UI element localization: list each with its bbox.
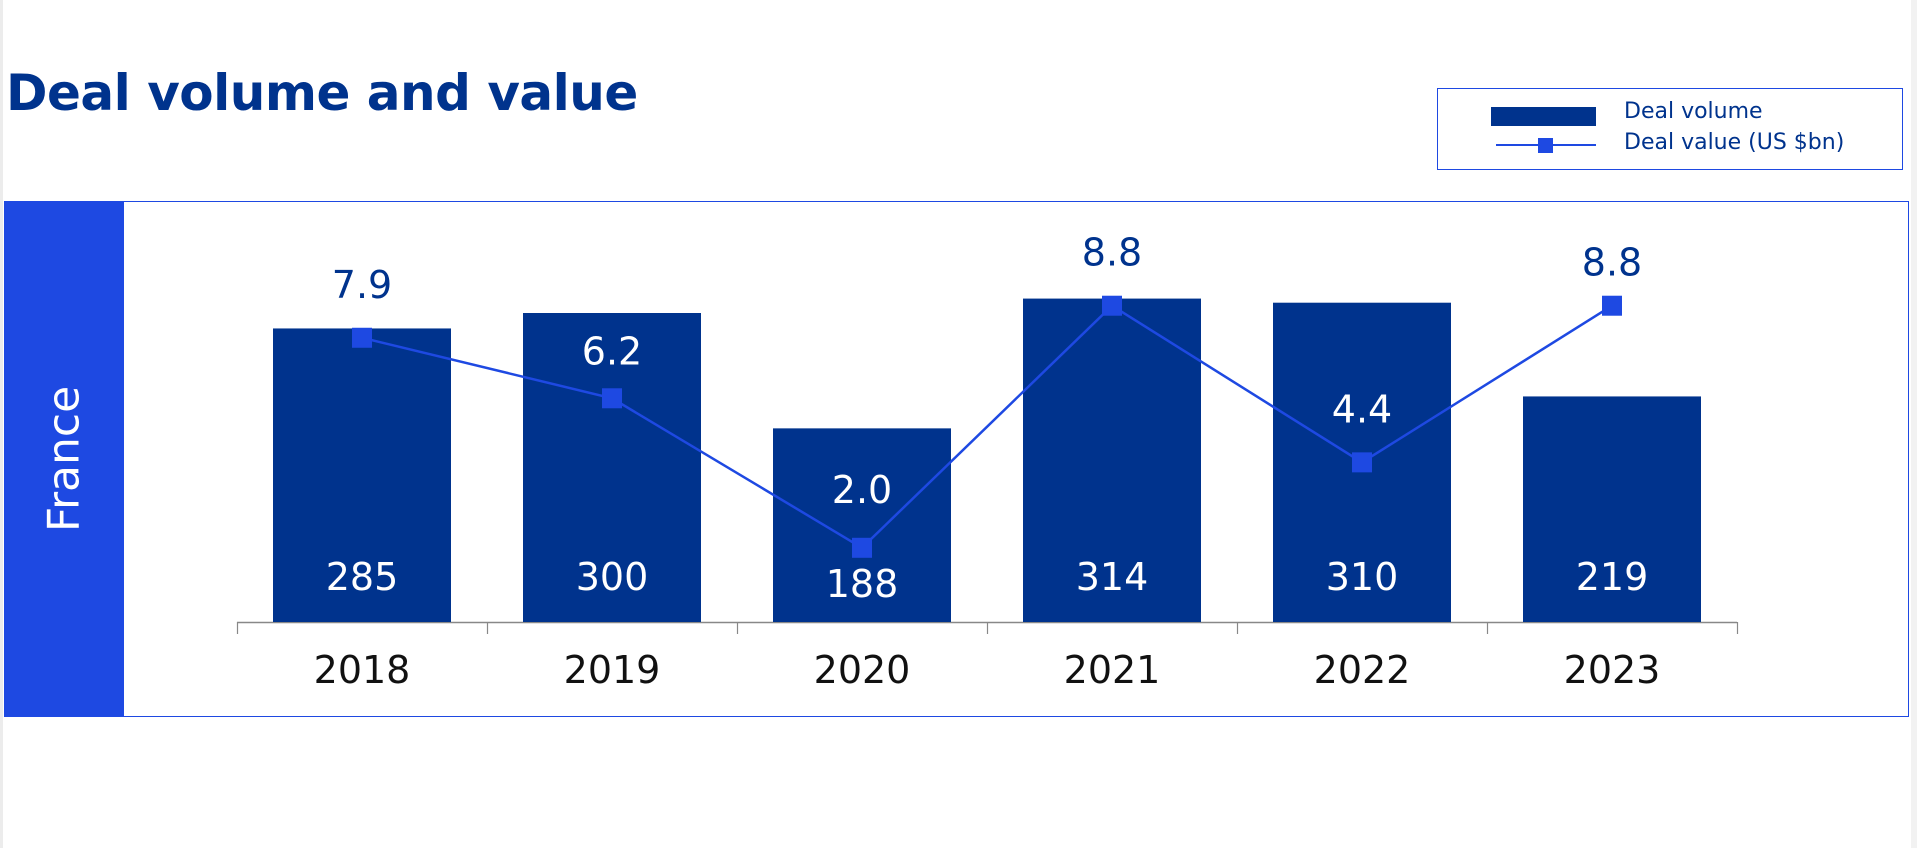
deal-value-marker-2018 — [352, 327, 372, 348]
deal-value-marker-2021 — [1102, 295, 1122, 316]
data-label-deal-value-2021: 8.8 — [1082, 231, 1142, 275]
deal-value-line — [361, 304, 1613, 550]
bar-label-deal-volume-2021: 314 — [1076, 555, 1149, 599]
page-edge — [0, 0, 3, 848]
data-label-deal-value-2023: 8.8 — [1582, 241, 1642, 285]
x-tick-label-2023: 2023 — [1564, 648, 1661, 692]
x-tick-label-2022: 2022 — [1314, 648, 1411, 692]
bar-label-deal-volume-2023: 219 — [1576, 555, 1649, 599]
deal-value-marker-2019 — [602, 388, 622, 409]
data-label-deal-value-2020: 2.0 — [832, 468, 892, 512]
bar-label-deal-volume-2018: 285 — [326, 555, 399, 599]
x-tick-label-2019: 2019 — [564, 648, 661, 692]
deal-value-marker-2022 — [1352, 452, 1372, 473]
bar-label-deal-volume-2020: 188 — [826, 562, 899, 606]
x-tick-label-2018: 2018 — [314, 648, 411, 692]
bar-label-deal-volume-2022: 310 — [1326, 555, 1399, 599]
bar-deal-volume-2020 — [773, 428, 951, 622]
region-sidebar: France — [4, 201, 124, 717]
legend-swatch-deal-volume — [1491, 107, 1596, 126]
scrollbar-track[interactable] — [1911, 0, 1917, 848]
data-label-deal-value-2022: 4.4 — [1332, 387, 1392, 431]
bar-deal-volume-2021 — [1023, 298, 1201, 622]
bar-label-deal-volume-2019: 300 — [576, 555, 649, 599]
bar-deal-volume-2019 — [523, 313, 701, 622]
bar-deal-volume-2018 — [273, 328, 451, 622]
data-label-deal-value-2019: 6.2 — [582, 329, 642, 373]
chart-title: Deal volume and value — [6, 64, 638, 122]
x-tick-label-2021: 2021 — [1064, 648, 1161, 692]
deal-value-marker-2020 — [852, 537, 872, 558]
legend-swatch-deal-value-marker — [1538, 138, 1553, 153]
data-label-deal-value-2018: 7.9 — [332, 263, 392, 307]
bar-deal-volume-2023 — [1523, 396, 1701, 622]
x-tick-label-2020: 2020 — [814, 648, 911, 692]
legend-label-deal-value: Deal value (US $bn) — [1624, 130, 1845, 155]
legend-label-deal-volume: Deal volume — [1624, 99, 1763, 124]
deal-value-marker-2023 — [1602, 295, 1622, 316]
legend: Deal volume Deal value (US $bn) — [1437, 88, 1903, 170]
